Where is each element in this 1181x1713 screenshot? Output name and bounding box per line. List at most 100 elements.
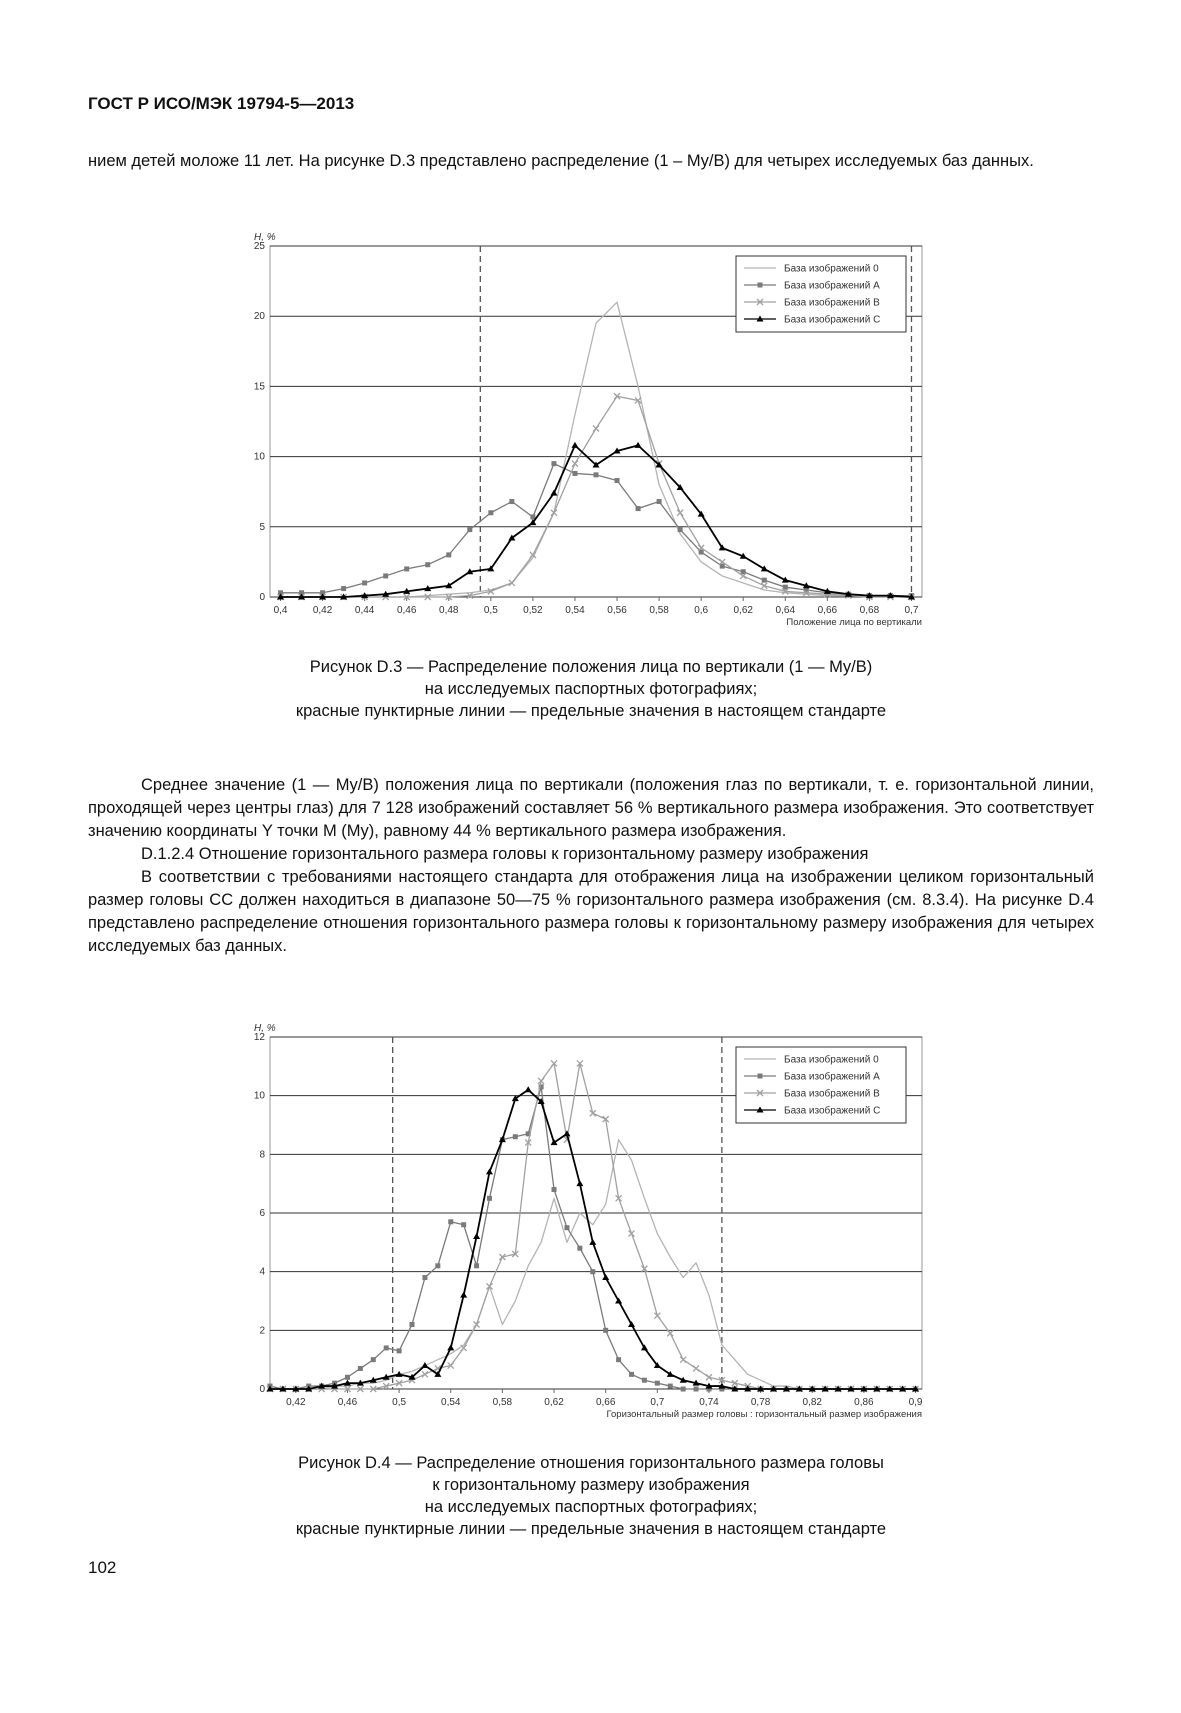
- y-tick-label: 5: [259, 522, 265, 533]
- marker: [576, 1059, 584, 1067]
- paragraph: Среднее значение (1 — My/B) положения ли…: [88, 776, 1094, 840]
- marker: [718, 1382, 726, 1389]
- x-tick-label: 0,54: [441, 1397, 461, 1408]
- marker: [421, 1362, 429, 1369]
- marker: [593, 472, 599, 478]
- x-tick-label: 0,74: [699, 1397, 719, 1408]
- marker: [356, 1379, 364, 1386]
- marker: [434, 1370, 442, 1377]
- marker: [718, 544, 726, 551]
- y-axis-label: H, %: [254, 232, 276, 243]
- marker: [356, 1385, 364, 1393]
- marker: [760, 582, 768, 590]
- marker: [485, 1168, 493, 1175]
- marker: [655, 461, 663, 468]
- marker: [447, 1344, 455, 1351]
- marker: [860, 1385, 868, 1392]
- marker: [498, 1253, 506, 1261]
- caption: Рисунок D.4 — Распределение отношения го…: [88, 1452, 1094, 1540]
- marker: [640, 1344, 648, 1351]
- marker: [331, 1382, 339, 1389]
- marker: [445, 593, 453, 601]
- marker: [473, 1232, 481, 1239]
- marker: [340, 593, 348, 600]
- marker: [705, 1373, 713, 1381]
- marker: [508, 579, 516, 587]
- y-tick-label: 12: [254, 1032, 266, 1043]
- marker: [460, 1344, 468, 1352]
- x-tick-label: 0,5: [392, 1397, 406, 1408]
- caption-line: Рисунок D.4 — Распределение отношения го…: [298, 1454, 884, 1472]
- x-tick-label: 0,48: [439, 605, 459, 616]
- x-tick-label: 0,86: [854, 1397, 874, 1408]
- series-line: [280, 395, 912, 598]
- marker: [602, 1274, 610, 1281]
- y-tick-label: 8: [259, 1149, 265, 1160]
- x-tick-label: 0,64: [776, 605, 796, 616]
- marker: [537, 1098, 545, 1105]
- y-tick-label: 10: [254, 452, 266, 463]
- caption-line: Рисунок D.3 — Распределение положения ли…: [309, 658, 873, 676]
- marker: [679, 1356, 687, 1364]
- x-tick-label: 0,5: [484, 605, 498, 616]
- marker: [757, 1385, 765, 1392]
- y-tick-label: 0: [259, 1384, 265, 1395]
- marker: [589, 1238, 597, 1245]
- y-tick-label: 2: [259, 1325, 265, 1336]
- legend-label: База изображений B: [784, 297, 880, 309]
- text-block: нием детей моложе 11 лет. На рисунке D.3…: [88, 150, 1094, 173]
- marker: [396, 1348, 402, 1354]
- caption-line: на исследуемых паспортных фотографиях;: [424, 680, 758, 698]
- marker: [266, 1385, 274, 1392]
- marker: [292, 1385, 300, 1392]
- marker: [538, 1084, 544, 1090]
- x-tick-label: 0,58: [649, 605, 669, 616]
- x-tick-label: 0,9: [909, 1397, 923, 1408]
- marker: [435, 1263, 441, 1269]
- marker: [319, 593, 327, 600]
- y-tick-label: 10: [254, 1091, 266, 1102]
- marker: [718, 1376, 726, 1384]
- marker: [615, 1194, 623, 1202]
- marker: [421, 1370, 429, 1378]
- legend-label: База изображений A: [784, 280, 880, 292]
- marker: [403, 587, 411, 594]
- marker: [382, 590, 390, 597]
- marker: [676, 509, 684, 517]
- marker: [576, 1180, 584, 1187]
- marker: [486, 1282, 493, 1290]
- marker: [571, 441, 579, 448]
- marker: [731, 1385, 739, 1392]
- marker: [404, 566, 410, 572]
- marker: [834, 1385, 842, 1392]
- x-tick-label: 0,46: [397, 605, 417, 616]
- marker: [912, 1385, 920, 1392]
- marker: [508, 534, 516, 541]
- marker: [873, 1385, 881, 1392]
- legend-label: База изображений C: [784, 1105, 880, 1117]
- marker: [705, 1382, 713, 1389]
- marker: [563, 1130, 571, 1137]
- x-tick-label: 0,62: [544, 1397, 564, 1408]
- marker: [739, 572, 747, 580]
- marker: [425, 562, 431, 568]
- marker: [488, 510, 494, 516]
- x-tick-label: 0,54: [565, 605, 585, 616]
- marker: [498, 1136, 506, 1143]
- marker: [676, 483, 684, 490]
- marker: [907, 593, 915, 600]
- legend-marker: [757, 282, 763, 288]
- marker: [571, 460, 579, 468]
- marker: [740, 569, 746, 575]
- page-number: 102: [88, 1558, 117, 1577]
- marker: [666, 1329, 674, 1337]
- marker: [760, 565, 768, 572]
- x-tick-label: 0,66: [818, 605, 838, 616]
- marker: [512, 1134, 518, 1140]
- x-tick-label: 0,4: [274, 605, 288, 616]
- marker: [629, 1371, 635, 1377]
- marker: [474, 1263, 480, 1269]
- marker: [529, 519, 537, 526]
- marker: [447, 1362, 455, 1369]
- marker: [343, 1379, 351, 1386]
